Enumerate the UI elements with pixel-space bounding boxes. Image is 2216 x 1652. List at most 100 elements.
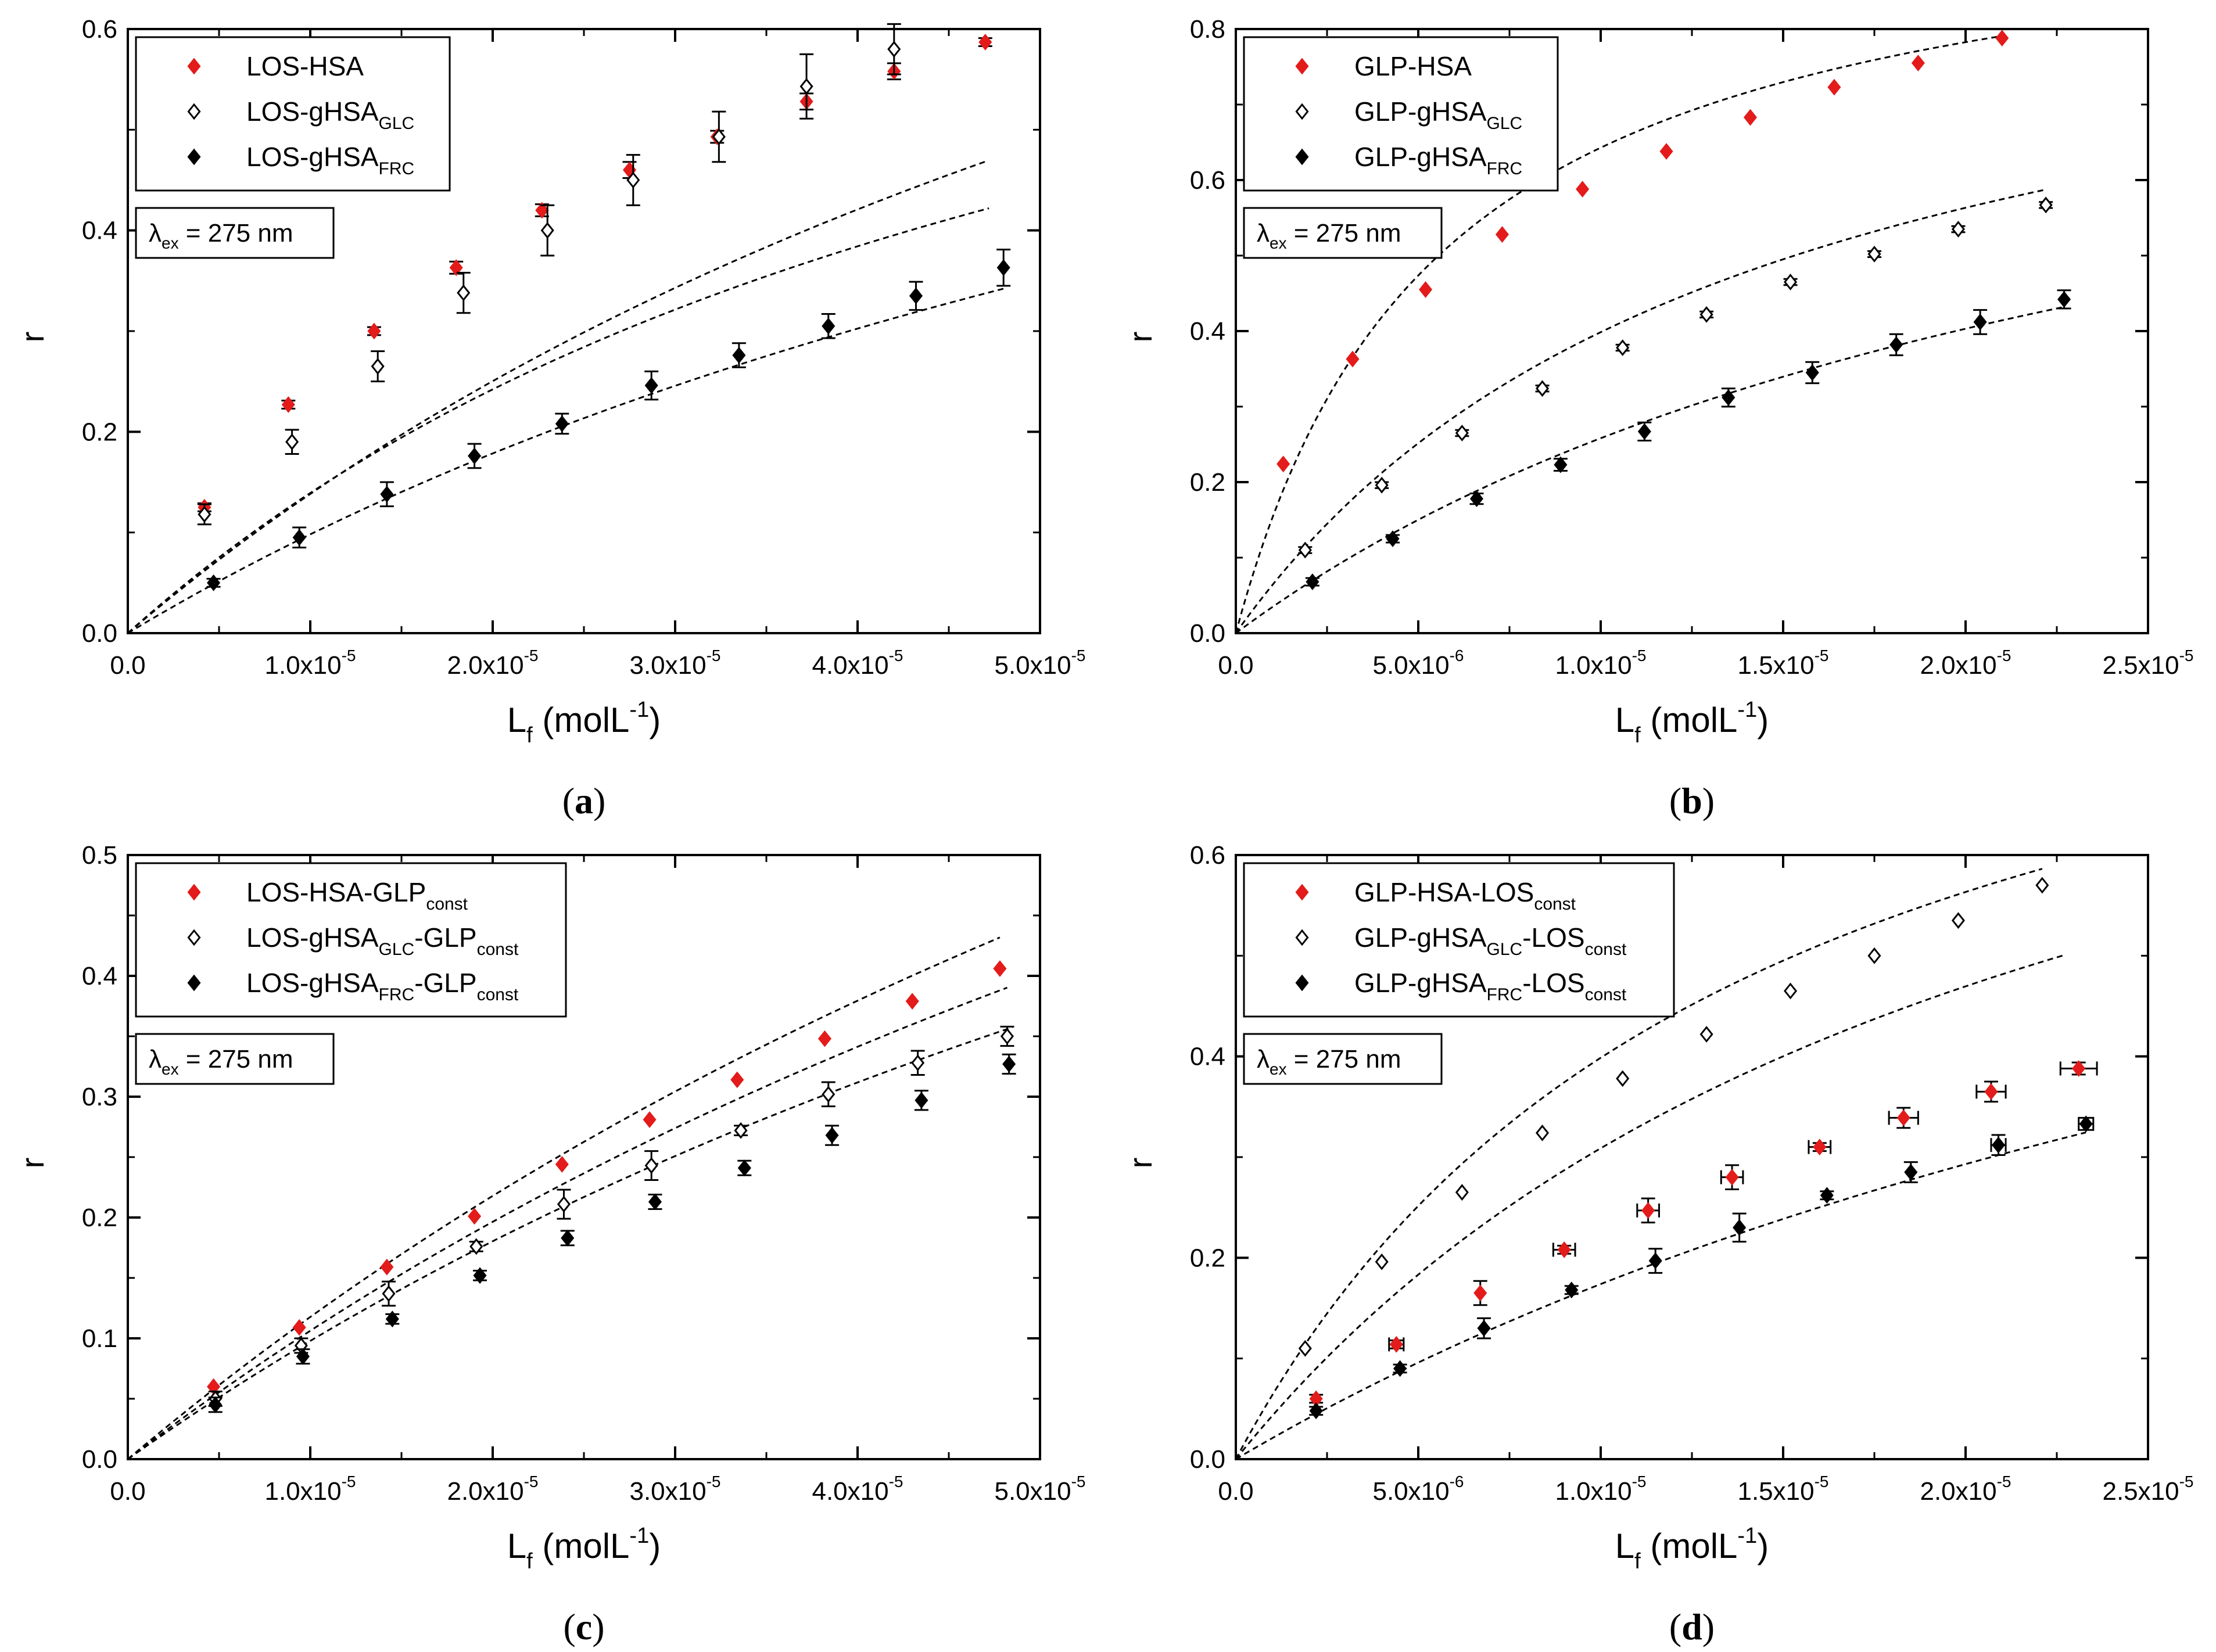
data-point [1813, 1139, 1827, 1156]
data-point [2072, 1060, 2086, 1077]
data-point [1784, 982, 1798, 1000]
data-point [1699, 1026, 1713, 1043]
x-tick-label: 2.0x10-5 [447, 1473, 538, 1506]
data-point [285, 433, 299, 451]
y-tick-label: 0.0 [1190, 1445, 1225, 1474]
data-point [817, 1030, 832, 1047]
data-point [1535, 380, 1550, 397]
y-tick-label: 0.6 [1190, 166, 1225, 195]
fit-curve-2 [127, 1026, 1013, 1460]
data-point [1554, 456, 1568, 473]
x-tick-label: 2.0x10-5 [1920, 1473, 2011, 1506]
legend-marker [187, 974, 201, 992]
data-point [2039, 196, 2053, 214]
annotation-box [1243, 1033, 1443, 1085]
chart-a: 0.0 1.0x10-5 2.0x10-5 3.0x10-5 4.0x10-5 5.0x1… [14, 15, 1086, 821]
legend-marker [1295, 929, 1309, 946]
y-tick-label: 0.4 [1190, 317, 1225, 346]
y-tick-label: 0.0 [82, 1445, 117, 1474]
fit-curve-1 [127, 986, 1008, 1460]
data-point [1984, 1083, 1998, 1100]
data-point [905, 993, 919, 1010]
data-point [555, 1156, 569, 1173]
y-tick-label: 0.6 [82, 15, 117, 44]
data-point [1889, 336, 1903, 353]
panel-caption: (c) [563, 1606, 604, 1647]
data-point [1911, 55, 1925, 71]
legend-marker [1295, 103, 1309, 120]
data-point [1565, 1281, 1579, 1299]
legend-label: GLP-gHSAFRC-LOSconst [1354, 968, 1627, 1004]
data-point [648, 1193, 662, 1211]
x-tick-label: 5.0x10-5 [994, 647, 1085, 680]
data-point [1648, 1252, 1662, 1269]
data-point [822, 1086, 836, 1103]
y-tick-label: 0.1 [82, 1324, 117, 1353]
series-2 [1309, 1115, 2095, 1420]
data-point [2057, 290, 2071, 308]
data-point [887, 41, 901, 58]
series-2 [206, 249, 1011, 591]
legend-label: GLP-HSA-LOSconst [1354, 877, 1576, 914]
x-tick-label: 0.0 [110, 651, 145, 680]
data-point [644, 377, 658, 394]
data-point [292, 1319, 306, 1336]
data-point [382, 1285, 396, 1302]
data-point [737, 1159, 751, 1177]
legend-marker [187, 58, 201, 75]
fit-curve-1 [1235, 868, 2043, 1460]
data-point [1495, 226, 1509, 243]
panel-caption: (d) [1669, 1606, 1715, 1647]
legend-box [135, 862, 567, 1018]
panel-c: 0.0 1.0x10-5 2.0x10-5 3.0x10-5 4.0x10-5 5.0x1… [0, 826, 1108, 1652]
fit-curve-1 [1235, 188, 2046, 634]
data-point [1455, 425, 1469, 441]
y-axis-label: r [1122, 1158, 1159, 1169]
x-tick-label: 3.0x10-5 [629, 1473, 720, 1506]
x-tick-label: 2.5x10-5 [2102, 1473, 2193, 1506]
x-tick-label: 0.0 [1218, 1477, 1253, 1506]
y-tick-label: 0.2 [82, 418, 117, 446]
chart-c: 0.0 1.0x10-5 2.0x10-5 3.0x10-5 4.0x10-5 5.0x1… [14, 841, 1086, 1647]
x-tick-label: 0.0 [110, 1477, 145, 1506]
data-point [1951, 912, 1965, 929]
x-tick-label: 2.0x10-5 [1920, 647, 2011, 680]
series-1 [1298, 196, 2053, 559]
legend-box [135, 36, 451, 192]
data-point [473, 1267, 487, 1284]
legend-label: GLP-gHSAFRC [1354, 142, 1522, 178]
y-tick-label: 0.8 [1190, 15, 1225, 44]
data-point [371, 358, 385, 375]
x-axis-label: Lf (molL-1) [507, 1524, 661, 1574]
data-point [1904, 1163, 1918, 1181]
x-axis-label: Lf (molL-1) [1615, 698, 1769, 748]
y-tick-label: 0.4 [82, 217, 117, 245]
data-point [712, 128, 726, 145]
data-point [1386, 530, 1400, 547]
data-point [1820, 1187, 1834, 1204]
annotation-box [135, 207, 335, 259]
data-point [1455, 1184, 1469, 1201]
data-point [468, 447, 482, 465]
x-tick-label: 1.5x10-5 [1737, 1473, 1828, 1506]
legend-marker [187, 103, 201, 120]
data-point [557, 1195, 571, 1213]
legend-marker [187, 148, 201, 166]
series-1 [197, 23, 901, 526]
fit-curve-1 [127, 160, 986, 634]
data-point [626, 171, 640, 189]
annotation-label: λex = 275 nm [1257, 219, 1401, 252]
data-point [1805, 364, 1819, 381]
data-point [978, 34, 992, 51]
legend-label: LOS-gHSAFRC [246, 142, 414, 178]
x-tick-label: 0.0 [1218, 651, 1253, 680]
data-point [367, 322, 381, 340]
series-0 [1276, 30, 2009, 473]
data-point [1419, 281, 1433, 298]
data-point [209, 1396, 223, 1413]
fit-curve-0 [127, 936, 1001, 1460]
y-tick-label: 0.5 [82, 841, 117, 870]
panel-a: 0.0 1.0x10-5 2.0x10-5 3.0x10-5 4.0x10-5 5.0x1… [0, 0, 1108, 826]
x-tick-label: 3.0x10-5 [629, 647, 720, 680]
legend-marker [1295, 974, 1309, 992]
